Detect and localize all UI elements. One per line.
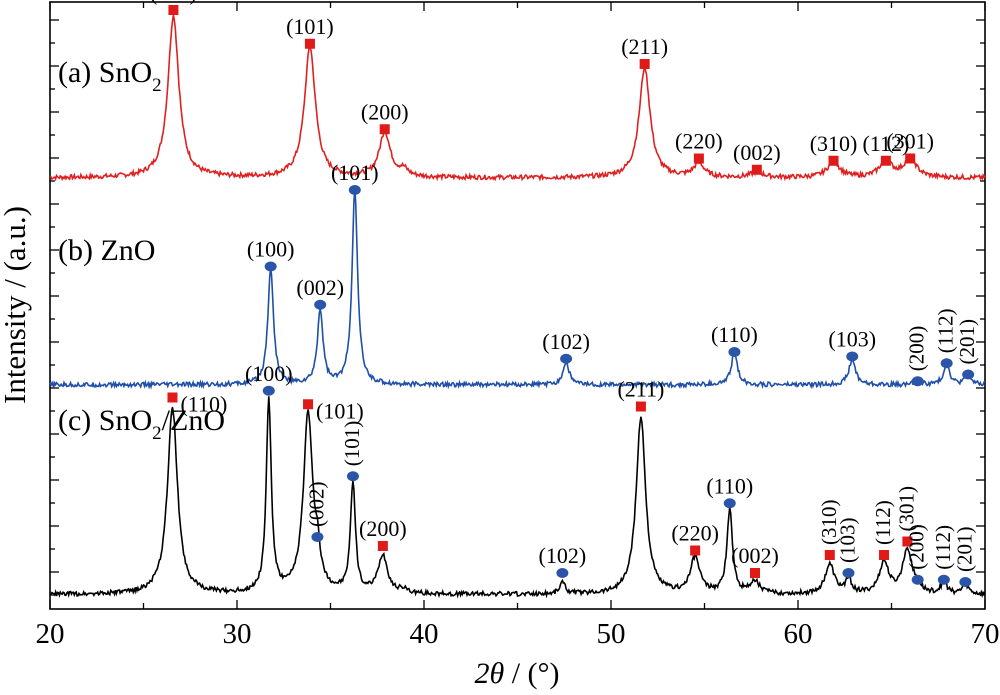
sno2-marker bbox=[693, 153, 704, 164]
peak-label: (103) bbox=[835, 518, 859, 564]
peak-label: (211) bbox=[617, 377, 664, 402]
peak-label: (002) bbox=[733, 140, 781, 165]
peak-label: (200) bbox=[905, 326, 929, 372]
zno-marker bbox=[348, 185, 361, 195]
zno-marker bbox=[314, 299, 327, 310]
peak-label: (101) bbox=[340, 421, 364, 467]
peak-label: (002) bbox=[296, 275, 344, 300]
sno2-marker bbox=[824, 550, 835, 560]
zno-marker bbox=[846, 351, 859, 362]
series-label-a-sub: 2 bbox=[152, 75, 162, 96]
sno2-marker bbox=[635, 401, 646, 412]
sno2-marker bbox=[168, 5, 179, 15]
peak-label: (301) bbox=[886, 129, 934, 154]
markers-layer: (110)(101)(200)(211)(220)(002)(310)(112)… bbox=[150, 0, 979, 587]
series-label-a: (a) SnO2 bbox=[58, 56, 162, 96]
sno2-marker bbox=[167, 392, 178, 403]
peak-label: (101) bbox=[331, 160, 379, 185]
peak-label: (100) bbox=[247, 237, 295, 262]
zno-marker bbox=[723, 498, 736, 509]
y-axis-label: Intensity / (a.u.) bbox=[0, 206, 32, 404]
zno-marker bbox=[911, 574, 924, 585]
peak-label: (310) bbox=[810, 131, 858, 156]
peak-label: (002) bbox=[731, 543, 779, 568]
series-label-b: (b) ZnO bbox=[58, 234, 155, 267]
zno-marker bbox=[556, 568, 569, 578]
series-line-3 bbox=[49, 396, 986, 599]
x-axis-label: 2θ / (°) bbox=[474, 657, 559, 690]
zno-marker bbox=[264, 261, 277, 272]
zno-marker bbox=[911, 376, 924, 387]
peak-label: (200) bbox=[905, 524, 929, 570]
sno2-marker bbox=[902, 536, 913, 547]
x-tick-label: 50 bbox=[597, 618, 626, 650]
x-tick-label: 60 bbox=[784, 618, 813, 650]
zno-marker bbox=[959, 577, 972, 587]
peak-label: (220) bbox=[675, 129, 723, 154]
sno2-marker bbox=[879, 550, 890, 560]
series-label-c-sub: 2 bbox=[152, 423, 162, 444]
zno-marker bbox=[728, 347, 741, 357]
peak-label: (002) bbox=[304, 482, 328, 528]
peak-label: (200) bbox=[361, 99, 409, 124]
peak-label: (201) bbox=[955, 319, 979, 365]
x-tick-label: 20 bbox=[36, 618, 65, 650]
curves-layer bbox=[49, 14, 986, 599]
peak-label: (101) bbox=[286, 14, 334, 39]
x-tick-label: 30 bbox=[223, 618, 252, 650]
peak-label: (110) bbox=[150, 0, 197, 5]
peak-label: (112) bbox=[871, 500, 895, 545]
sno2-marker bbox=[905, 153, 916, 164]
peak-label: (101) bbox=[316, 398, 364, 423]
sno2-marker bbox=[880, 155, 891, 166]
peak-label: (310) bbox=[817, 500, 841, 546]
sno2-marker bbox=[304, 38, 315, 49]
peak-label: (200) bbox=[359, 516, 407, 541]
zno-marker bbox=[311, 532, 324, 542]
peak-label: (211) bbox=[621, 34, 668, 59]
zno-marker bbox=[346, 471, 359, 482]
series-line-2 bbox=[49, 188, 986, 390]
series-label-c: (c) SnO2/ZnO bbox=[58, 404, 225, 444]
sno2-marker bbox=[303, 399, 314, 410]
zno-marker bbox=[560, 353, 573, 364]
sno2-marker bbox=[377, 541, 388, 551]
peak-label: (201) bbox=[952, 527, 976, 573]
sno2-marker bbox=[639, 59, 650, 69]
sno2-marker bbox=[751, 164, 762, 175]
zno-marker bbox=[262, 385, 275, 396]
zno-marker bbox=[842, 568, 855, 578]
peak-label: (112) bbox=[934, 309, 958, 354]
sno2-marker bbox=[828, 155, 839, 166]
peak-label: (112) bbox=[862, 131, 909, 156]
ticks-layer: 20 30 40 50 60 70 bbox=[36, 2, 1000, 650]
zno-marker bbox=[937, 574, 950, 585]
sno2-marker bbox=[379, 124, 390, 135]
sno2-marker bbox=[690, 545, 701, 556]
peak-label: (220) bbox=[671, 521, 719, 546]
zno-marker bbox=[962, 369, 975, 380]
peak-label: (110) bbox=[706, 473, 753, 498]
series-label-c-rest: /ZnO bbox=[162, 404, 225, 437]
peak-label: (112) bbox=[931, 525, 955, 570]
peak-label: (102) bbox=[542, 329, 590, 354]
peak-label: (100) bbox=[245, 361, 293, 386]
x-tick-label: 70 bbox=[971, 618, 1000, 650]
peak-label: (301) bbox=[894, 486, 918, 532]
peak-label: (110) bbox=[711, 322, 758, 347]
peak-label: (103) bbox=[828, 327, 876, 352]
sno2-marker bbox=[749, 568, 760, 578]
x-tick-label: 40 bbox=[410, 618, 439, 650]
zno-marker bbox=[940, 358, 953, 369]
peak-label: (102) bbox=[539, 543, 587, 568]
peak-label: (110) bbox=[180, 392, 227, 417]
